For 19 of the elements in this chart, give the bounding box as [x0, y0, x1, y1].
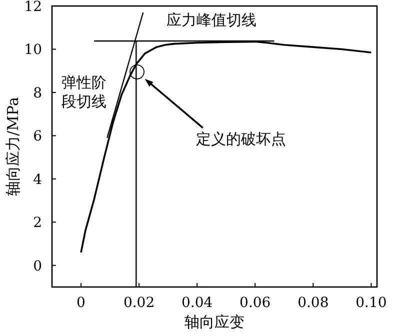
annotation: 应力峰值切线 [166, 11, 257, 30]
x-tick-label: 0.04 [182, 295, 213, 311]
x-tick-label: 0 [76, 295, 86, 311]
x-tick-label: 0.08 [298, 295, 329, 311]
y-tick-label: 6 [33, 128, 42, 145]
y-axis-title: 轴向应力/MPa [4, 97, 22, 196]
x-tick-label: 0.06 [240, 295, 271, 311]
y-tick-label: 8 [33, 85, 42, 102]
x-axis-title: 轴向应变 [184, 313, 244, 331]
annotation: 定义的破坏点 [196, 130, 286, 148]
y-tick-label: 10 [24, 42, 42, 58]
y-tick-label: 12 [24, 0, 42, 15]
y-tick-label: 0 [33, 258, 42, 274]
annotation: 定义的破坏点 [144, 78, 286, 148]
x-tick-label: 0.10 [356, 295, 387, 311]
y-tick-label: 2 [33, 215, 42, 232]
y-tick-label: 4 [33, 172, 42, 188]
x-tick-label: 0.02 [123, 295, 155, 311]
annotation: 弹性阶段切线 [61, 74, 106, 111]
